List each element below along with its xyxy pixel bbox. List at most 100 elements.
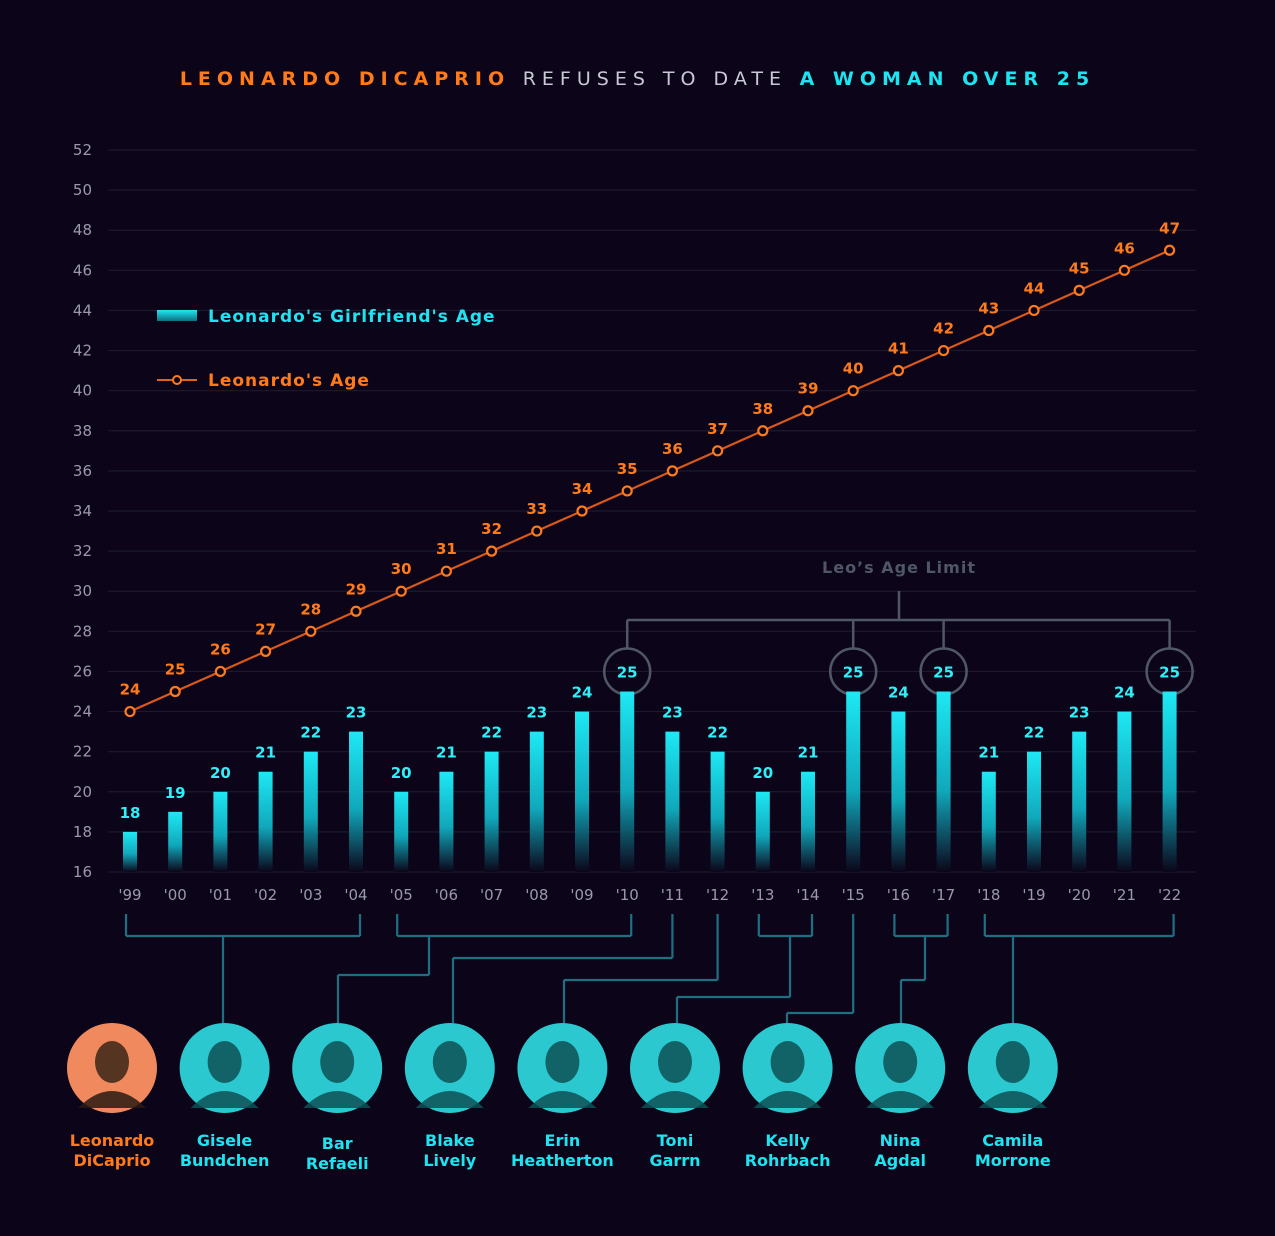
girlfriend-age-label: 22: [300, 724, 321, 742]
portrait-head-shape: [545, 1041, 580, 1083]
leonardo-age-label: 44: [1024, 279, 1045, 297]
girlfriend-age-label: 22: [1024, 724, 1045, 742]
grid-lines: [108, 149, 1196, 873]
leonardo-age-point: [1073, 284, 1085, 296]
girlfriend-age-label: 23: [662, 704, 683, 722]
girlfriend-age-label: 23: [1069, 704, 1090, 722]
girlfriend-age-bar: [981, 771, 996, 872]
girlfriend-age-bar: [1072, 731, 1087, 872]
x-tick-label: '07: [480, 886, 503, 904]
leonardo-age-point: [350, 605, 362, 617]
girlfriend-age-bar: [213, 791, 228, 872]
portrait-shoulders-shape: [303, 1091, 372, 1108]
person-last-name: Morrone: [975, 1151, 1051, 1170]
leonardo-age-label: 43: [978, 300, 999, 318]
portrait-shoulders-shape: [528, 1091, 597, 1108]
leonardo-age-point: [847, 385, 859, 397]
leonardo-age-point: [1163, 244, 1176, 256]
leonardo-age-point: [440, 565, 452, 577]
x-tick-label: '20: [1068, 886, 1091, 904]
legend-line-marker: [172, 375, 182, 385]
leonardo-age-label: 29: [346, 580, 367, 598]
portrait-head-shape: [658, 1041, 692, 1083]
person-last-name: Rohrbach: [745, 1151, 831, 1170]
leonardo-age-label: 30: [391, 560, 412, 578]
girlfriend-age-bar: [349, 731, 363, 872]
girlfriend-connectors: [124, 914, 1175, 1023]
x-tick-label: '09: [570, 886, 593, 904]
girlfriend-age-label: 20: [752, 764, 773, 782]
y-tick-label: 36: [73, 462, 92, 480]
girlfriend-age-bar: [891, 711, 906, 872]
portrait-shoulders-shape: [978, 1091, 1047, 1108]
x-tick-label: '02: [254, 886, 277, 904]
girlfriend-age-label: 25: [617, 664, 638, 682]
portrait-head-shape: [320, 1041, 355, 1083]
person-first-name: Camila: [982, 1131, 1043, 1150]
portrait-shoulders-shape: [641, 1091, 709, 1108]
leonardo-age-point: [395, 585, 407, 597]
girlfriend-age-label: 20: [210, 764, 231, 782]
girlfriend-age-label: 21: [798, 744, 819, 762]
girlfriend-age-label: 19: [165, 784, 186, 802]
leonardo-age-point: [124, 705, 136, 718]
person-last-name: Bundchen: [180, 1151, 270, 1170]
girlfriend-age-label: 22: [481, 724, 502, 742]
person-last-name: Agdal: [874, 1151, 926, 1170]
leonardo-age-label: 28: [300, 600, 321, 618]
title-part-woman: A WOMAN OVER 25: [799, 68, 1096, 90]
leonardo-age-label: 39: [798, 380, 819, 398]
girlfriend-age-label: 24: [572, 684, 593, 702]
girlfriend-age-bar: [484, 751, 499, 872]
girlfriend-age-bar: [575, 711, 589, 872]
person-first-name: Kelly: [765, 1131, 810, 1150]
person-last-name: Garrn: [649, 1151, 700, 1170]
x-tick-label: '00: [164, 886, 187, 904]
girlfriend-age-bar: [936, 691, 951, 872]
girlfriend-age-bar: [1162, 691, 1177, 872]
chart-title: LEONARDO DICAPRIO REFUSES TO DATE A WOMA…: [0, 68, 1275, 90]
y-tick-label: 34: [73, 502, 92, 520]
leonardo-age-label: 27: [255, 620, 276, 638]
leonardo-age-point: [486, 545, 498, 557]
girlfriend-age-label: 22: [707, 724, 728, 742]
x-tick-label: '22: [1158, 886, 1181, 904]
leonardo-age-point: [937, 344, 950, 357]
portrait-head-shape: [883, 1041, 918, 1083]
y-tick-label: 32: [73, 542, 92, 560]
x-tick-label: '05: [390, 886, 413, 904]
leonardo-age-label: 33: [526, 500, 547, 518]
girlfriend-age-label: 25: [933, 664, 954, 682]
portrait-head-shape: [432, 1041, 467, 1083]
leonardo-age-point: [666, 465, 679, 477]
girlfriend-age-label: 20: [391, 764, 412, 782]
x-tick-label: '17: [932, 886, 955, 904]
x-tick-label: '04: [344, 886, 367, 904]
girlfriend-age-bar: [846, 691, 861, 872]
leonardo-age-point: [169, 685, 181, 698]
leonardo-age-point: [305, 625, 317, 637]
x-tick-label: '16: [887, 886, 910, 904]
x-tick-label: '11: [661, 886, 684, 904]
x-tick-label: '03: [299, 886, 322, 904]
y-tick-label: 30: [73, 582, 92, 600]
portrait-shoulders-shape: [78, 1091, 146, 1108]
portrait-head-shape: [995, 1041, 1030, 1083]
x-tick-label: '13: [751, 886, 774, 904]
girlfriend-age-bar: [439, 771, 454, 872]
leonardo-age-line-path: [129, 249, 1171, 713]
girlfriend-age-bar: [168, 811, 183, 872]
person-last-name: Refaeli: [306, 1154, 369, 1173]
person-first-name: Bar: [322, 1134, 353, 1153]
portrait-shoulders-shape: [753, 1091, 822, 1108]
legend: Leonardo's Girlfriend's Age Leonardo's A…: [157, 307, 495, 391]
girlfriend-age-label: 25: [1159, 664, 1180, 682]
x-tick-label: '01: [209, 886, 232, 904]
girlfriend-age-bars: 18 19 20 21 22 23 20 21 22 23 24 25 23 22 20 21 25 24 25 21…: [120, 664, 1180, 872]
